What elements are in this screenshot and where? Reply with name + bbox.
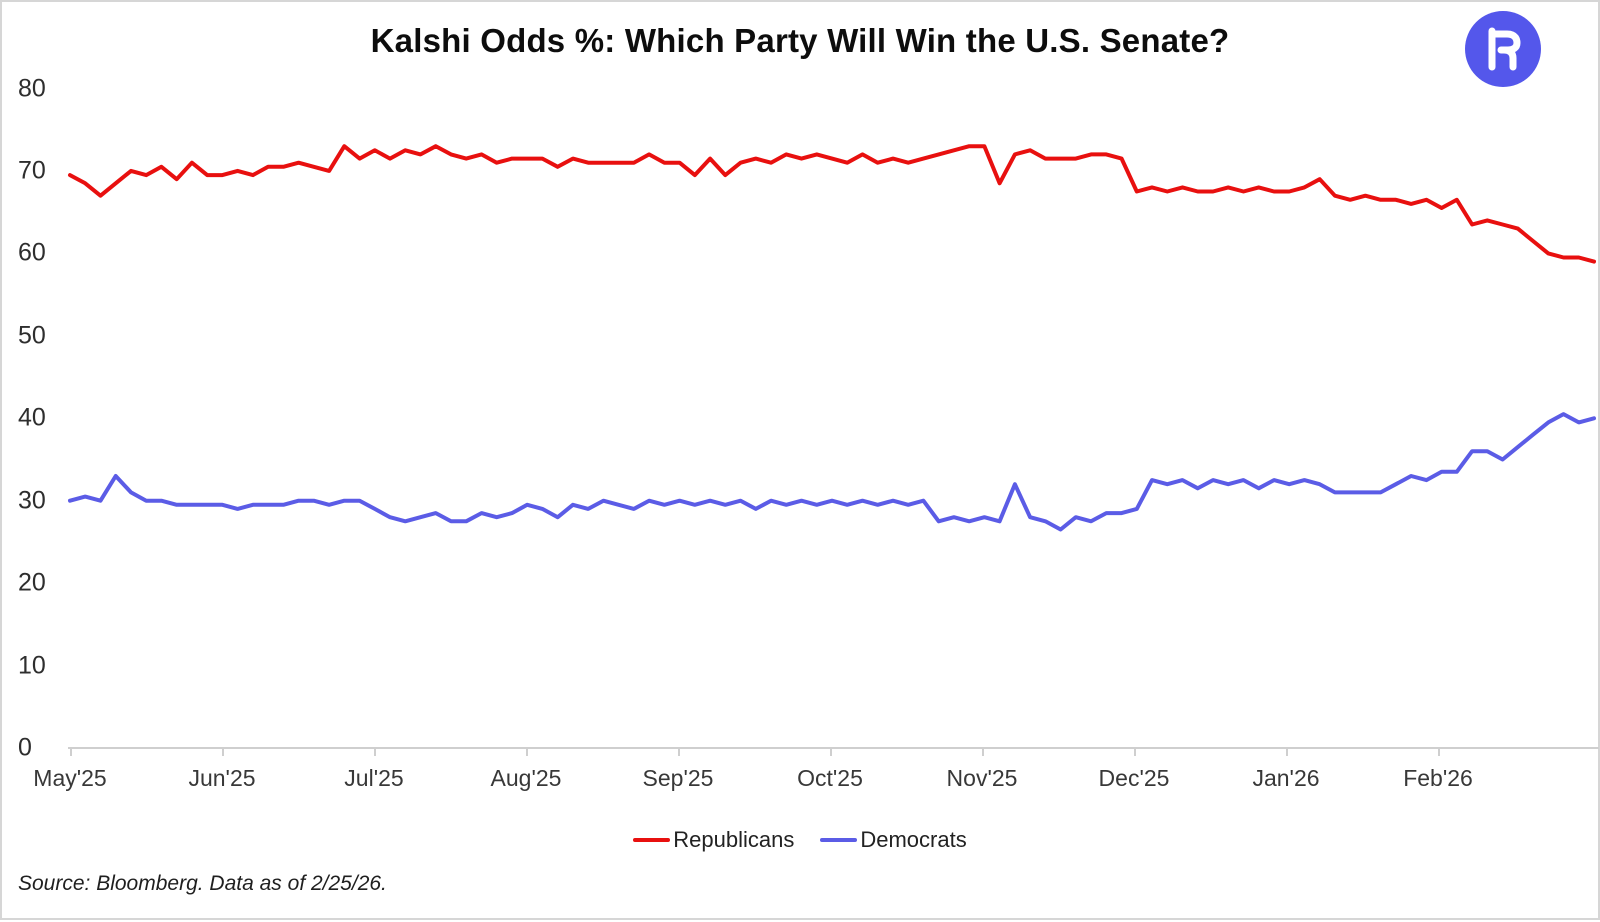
x-tick-label: Jan'26: [1252, 765, 1320, 791]
x-axis-tick: [678, 747, 680, 756]
x-tick-label: Jul'25: [344, 765, 404, 791]
source-note: Source: Bloomberg. Data as of 2/25/26.: [18, 872, 387, 895]
x-tick-label: Oct'25: [797, 765, 863, 791]
x-axis-tick: [1134, 747, 1136, 756]
legend-label-republicans: Republicans: [673, 827, 795, 852]
x-tick-label: Jun'25: [188, 765, 256, 791]
y-tick-label: 30: [18, 486, 46, 515]
y-tick-label: 60: [18, 238, 46, 267]
x-axis-tick: [374, 747, 376, 756]
legend-item-democrats: Democrats: [820, 827, 967, 853]
x-tick-label: Nov'25: [946, 765, 1018, 791]
x-axis-tick: [1286, 747, 1288, 756]
democrats-line-swatch: [820, 838, 858, 842]
legend: Republicans Democrats: [2, 827, 1598, 853]
x-axis-tick: [1438, 747, 1440, 756]
x-tick-label: Dec'25: [1098, 765, 1170, 791]
brand-logo: [1464, 10, 1542, 88]
x-axis-tick: [982, 747, 984, 756]
y-tick-label: 10: [18, 651, 46, 680]
y-tick-label: 50: [18, 321, 46, 350]
y-tick-label: 20: [18, 568, 46, 597]
y-tick-label: 40: [18, 403, 46, 432]
republicans-line-swatch: [633, 838, 671, 842]
series-line-republicans: [68, 144, 1596, 264]
x-tick-label: Aug'25: [490, 765, 562, 791]
x-tick-label: May'25: [33, 765, 107, 791]
x-tick-label: Sep'25: [642, 765, 714, 791]
legend-label-democrats: Democrats: [860, 827, 967, 852]
y-tick-label: 80: [18, 74, 46, 102]
x-tick-label: Feb'26: [1403, 765, 1473, 791]
x-axis-tick: [526, 747, 528, 756]
chart-title: Kalshi Odds %: Which Party Will Win the …: [370, 22, 1230, 59]
brand-logo-icon: [1465, 11, 1541, 87]
y-tick-label: 70: [18, 156, 46, 185]
x-axis-tick: [830, 747, 832, 756]
y-tick-label: 0: [18, 733, 32, 762]
series-line-democrats: [68, 412, 1596, 532]
x-axis-tick: [222, 747, 224, 756]
x-axis-line: [68, 747, 1599, 749]
x-axis-tick: [70, 747, 72, 756]
legend-item-republicans: Republicans: [633, 827, 794, 853]
